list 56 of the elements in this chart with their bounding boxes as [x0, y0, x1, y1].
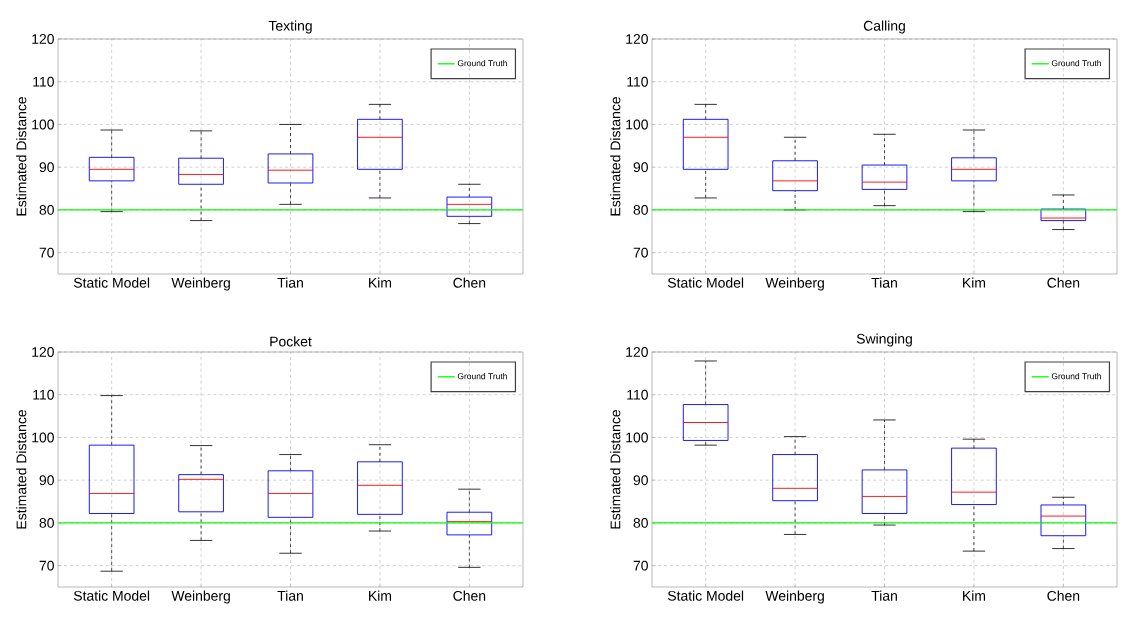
x-tick-label: Kim	[963, 590, 986, 601]
y-axis-title: Estimated Distance	[610, 97, 621, 216]
y-tick-label: 80	[633, 204, 648, 215]
x-tick-label: Chen	[453, 590, 486, 601]
y-tick-label: 120	[626, 347, 648, 357]
y-tick-label: 120	[32, 34, 54, 44]
x-tick-label: Tian	[871, 590, 897, 601]
x-tick-label: Static Model	[667, 277, 744, 288]
x-tick-label: Tian	[871, 277, 897, 288]
chart-title: Pocket	[270, 336, 312, 347]
y-tick-label: 90	[39, 162, 54, 173]
y-tick-label: 70	[39, 247, 54, 258]
y-axis-title: Estimated Distance	[610, 410, 621, 529]
y-tick-label: 100	[32, 119, 54, 130]
y-tick-label: 80	[39, 204, 54, 215]
x-tick-label: Weinberg	[171, 277, 230, 291]
y-tick-label: 110	[33, 389, 54, 400]
y-tick-label: 70	[633, 247, 648, 258]
y-tick-label: 110	[33, 76, 54, 87]
y-tick-label: 120	[626, 34, 648, 44]
x-tick-label: Chen	[1047, 590, 1080, 601]
legend-label: Ground Truth	[1051, 372, 1101, 380]
x-tick-label: Static Model	[73, 590, 150, 601]
y-tick-label: 70	[39, 560, 54, 571]
y-tick-label: 100	[626, 432, 648, 443]
legend-label: Ground Truth	[457, 372, 507, 380]
y-tick-label: 110	[627, 76, 648, 87]
y-tick-label: 120	[32, 347, 54, 357]
legend-label: Ground Truth	[457, 59, 507, 67]
y-tick-label: 90	[39, 475, 54, 486]
x-tick-label: Tian	[277, 590, 303, 601]
x-tick-label: Weinberg	[765, 277, 824, 291]
chart-title: Swinging	[856, 333, 912, 347]
y-tick-label: 100	[626, 119, 648, 130]
y-axis-title: Estimated Distance	[16, 97, 27, 216]
x-tick-label: Kim	[963, 277, 986, 288]
x-tick-label: Kim	[369, 277, 392, 288]
chart-title: Calling	[863, 20, 905, 34]
x-tick-label: Kim	[369, 590, 392, 601]
y-axis-title: Estimated Distance	[16, 410, 27, 529]
y-tick-label: 90	[633, 475, 648, 486]
y-tick-label: 80	[633, 517, 648, 528]
x-tick-label: Chen	[453, 277, 486, 288]
x-tick-label: Static Model	[73, 277, 150, 288]
x-tick-label: Static Model	[667, 590, 744, 601]
y-tick-label: 100	[32, 432, 54, 443]
y-tick-label: 70	[633, 560, 648, 571]
x-tick-label: Chen	[1047, 277, 1080, 288]
legend-label: Ground Truth	[1051, 59, 1101, 67]
y-tick-label: 90	[633, 162, 648, 173]
x-tick-label: Weinberg	[765, 590, 824, 604]
x-tick-label: Tian	[277, 277, 303, 288]
y-tick-label: 110	[627, 389, 648, 400]
x-tick-label: Weinberg	[171, 590, 230, 604]
chart-title: Texting	[268, 20, 312, 34]
y-tick-label: 80	[39, 517, 54, 528]
